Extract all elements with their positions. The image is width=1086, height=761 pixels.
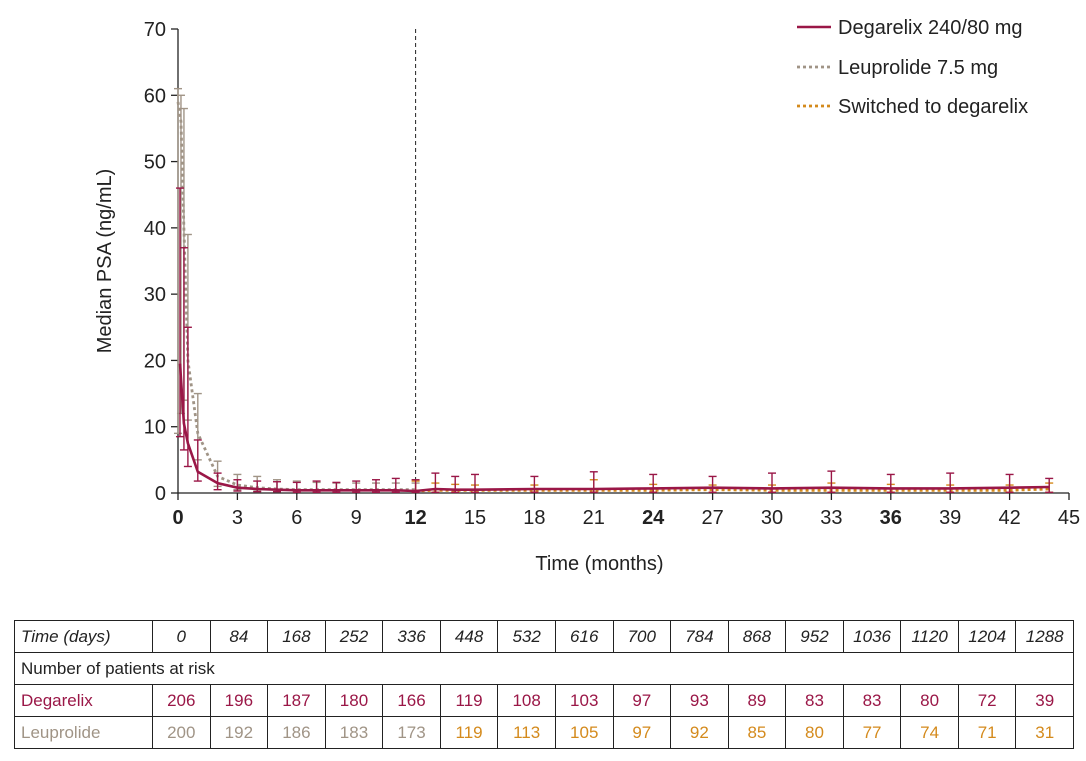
days-cell: 1204 <box>957 620 1017 653</box>
y-axis-label: Median PSA (ng/mL) <box>94 169 116 354</box>
leuprolide-cell: 200 <box>152 716 211 749</box>
y-tick-label: 0 <box>155 483 166 505</box>
degarelix-cell: 103 <box>554 684 614 717</box>
x-axis-label: Time (months) <box>535 553 663 575</box>
x-tick-label: 33 <box>820 507 842 529</box>
degarelix-cell: 180 <box>324 684 384 717</box>
leuprolide-cell: 31 <box>1015 716 1074 749</box>
time-days-row: Time (days) 0 84 168 252 336 448 532 616 700 784 8… <box>14 620 1074 653</box>
legend-label: Degarelix 240/80 mg <box>838 17 1023 39</box>
leuprolide-cell: 113 <box>497 716 556 749</box>
x-tick-label: 45 <box>1058 507 1080 529</box>
leuprolide-cell: 77 <box>842 716 902 749</box>
x-tick-label: 27 <box>701 507 723 529</box>
degarelix-cell: 83 <box>842 684 902 717</box>
y-tick-label: 40 <box>144 218 166 240</box>
days-cell: 532 <box>497 620 556 653</box>
x-tick-label: 0 <box>172 507 183 529</box>
days-cell: 252 <box>324 620 384 653</box>
series-line-1 <box>176 101 416 492</box>
patients-at-risk-table: Time (days) 0 84 168 252 336 448 532 616 700 784 8… <box>14 620 1074 749</box>
degarelix-cell: 196 <box>209 684 269 717</box>
leuprolide-row-label: Leuprolide <box>14 716 153 749</box>
days-cell: 616 <box>554 620 614 653</box>
degarelix-cell: 187 <box>267 684 326 717</box>
patients-at-risk-label: Number of patients at risk <box>14 652 1074 685</box>
leuprolide-cell: 71 <box>957 716 1017 749</box>
degarelix-cell: 83 <box>785 684 844 717</box>
leuprolide-cell: 85 <box>727 716 787 749</box>
days-cell: 0 <box>152 620 211 653</box>
y-tick-label: 50 <box>144 152 166 174</box>
leuprolide-cell: 74 <box>900 716 959 749</box>
degarelix-cell: 72 <box>957 684 1017 717</box>
leuprolide-cell: 105 <box>554 716 614 749</box>
degarelix-row: Degarelix 206 196 187 180 166 119 108 103 97 93 89… <box>14 684 1074 717</box>
leuprolide-cell: 92 <box>670 716 729 749</box>
days-cell: 84 <box>209 620 269 653</box>
x-tick-label: 3 <box>232 507 243 529</box>
degarelix-cell: 206 <box>152 684 211 717</box>
days-cell: 700 <box>612 620 672 653</box>
x-tick-label: 21 <box>583 507 605 529</box>
days-cell: 868 <box>727 620 787 653</box>
days-cell: 1036 <box>842 620 902 653</box>
days-cell: 952 <box>785 620 844 653</box>
y-tick-label: 60 <box>144 85 166 107</box>
degarelix-cell: 119 <box>439 684 499 717</box>
patients-at-risk-subheader-row: Number of patients at risk <box>14 652 1074 685</box>
x-tick-label: 30 <box>761 507 783 529</box>
leuprolide-row: Leuprolide 200 192 186 183 173 119 113 105 97 92 8… <box>14 716 1074 749</box>
degarelix-cell: 166 <box>382 684 441 717</box>
days-cell: 784 <box>670 620 729 653</box>
x-tick-label: 18 <box>523 507 545 529</box>
x-tick-label: 12 <box>404 507 426 529</box>
days-cell: 1120 <box>900 620 959 653</box>
x-tick-label: 6 <box>291 507 302 529</box>
leuprolide-cell: 80 <box>785 716 844 749</box>
days-cell: 448 <box>439 620 499 653</box>
leuprolide-cell: 192 <box>209 716 269 749</box>
leuprolide-cell: 97 <box>612 716 672 749</box>
leuprolide-cell: 186 <box>267 716 326 749</box>
days-cell: 1288 <box>1015 620 1074 653</box>
leuprolide-cell: 119 <box>439 716 499 749</box>
x-tick-label: 15 <box>464 507 486 529</box>
series-line-0 <box>178 363 1050 493</box>
y-tick-label: 70 <box>144 19 166 41</box>
time-days-label: Time (days) <box>14 620 153 653</box>
degarelix-cell: 39 <box>1015 684 1074 717</box>
degarelix-cell: 80 <box>900 684 959 717</box>
degarelix-cell: 108 <box>497 684 556 717</box>
x-tick-label: 24 <box>642 507 665 529</box>
degarelix-cell: 93 <box>670 684 729 717</box>
y-tick-label: 10 <box>144 417 166 439</box>
x-tick-label: 39 <box>939 507 961 529</box>
legend-label: Switched to degarelix <box>838 96 1028 118</box>
leuprolide-cell: 183 <box>324 716 384 749</box>
days-cell: 168 <box>267 620 326 653</box>
y-tick-label: 30 <box>144 284 166 306</box>
days-cell: 336 <box>382 620 441 653</box>
degarelix-row-label: Degarelix <box>14 684 153 717</box>
x-tick-label: 36 <box>880 507 902 529</box>
x-tick-label: 42 <box>998 507 1020 529</box>
degarelix-cell: 97 <box>612 684 672 717</box>
y-tick-label: 20 <box>144 350 166 372</box>
legend-label: Leuprolide 7.5 mg <box>838 57 998 79</box>
x-tick-label: 9 <box>351 507 362 529</box>
degarelix-cell: 89 <box>727 684 787 717</box>
leuprolide-cell: 173 <box>382 716 441 749</box>
